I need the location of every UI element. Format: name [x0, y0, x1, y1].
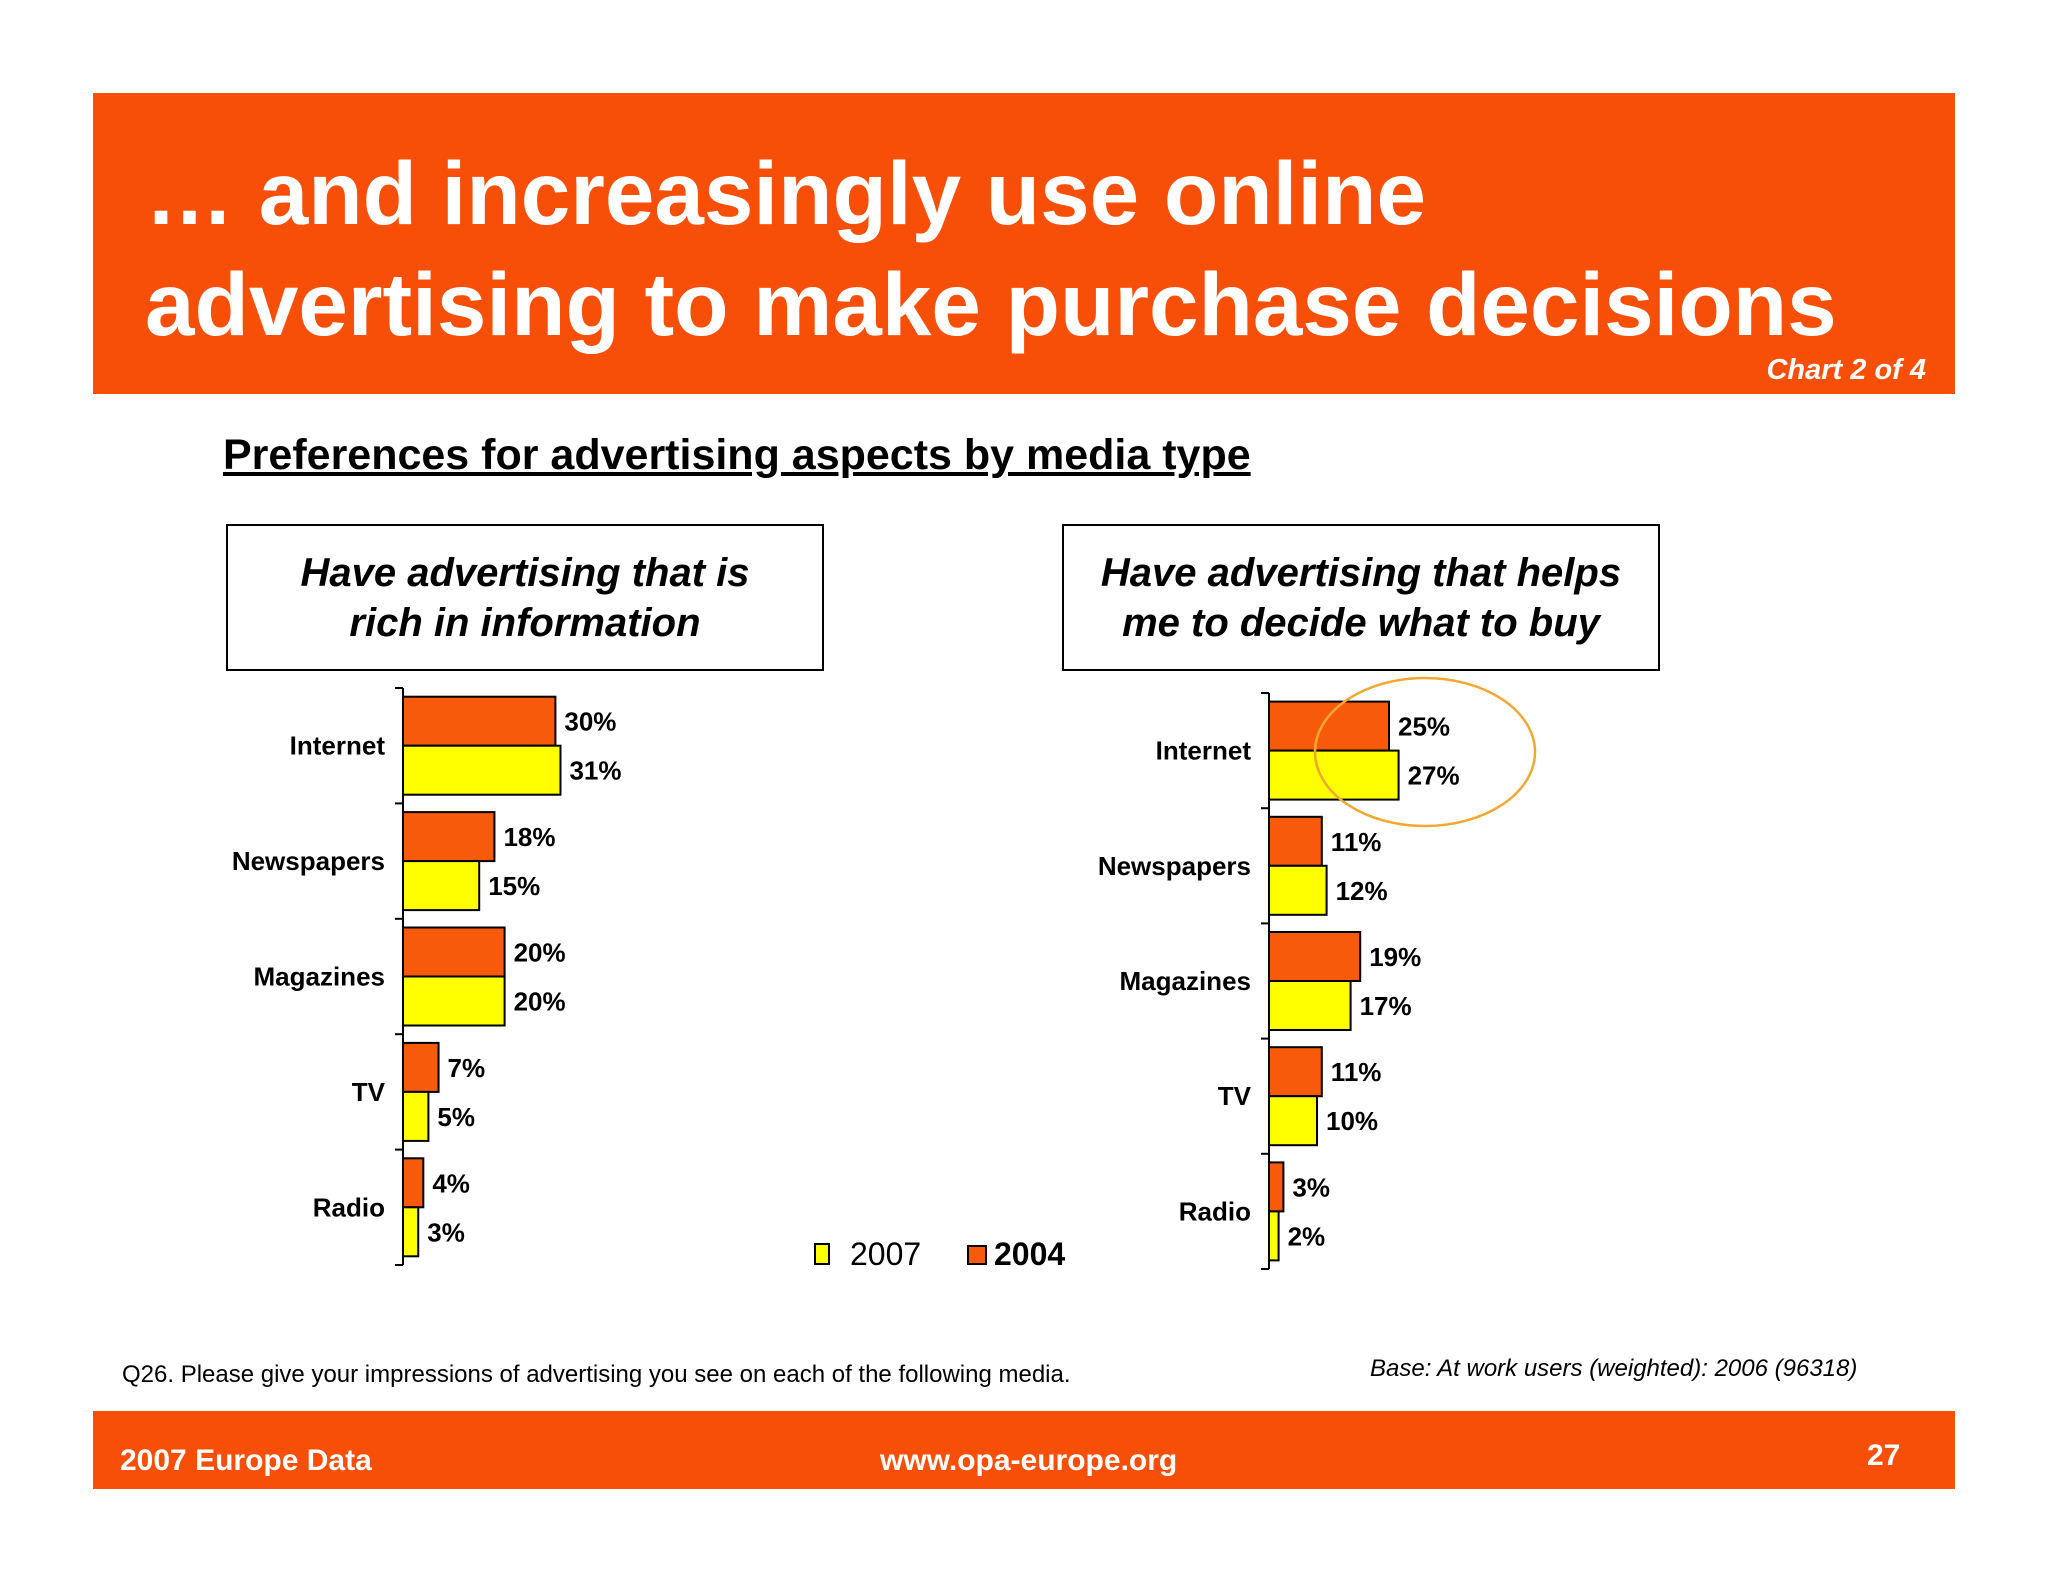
chart2-category-label-tv: TV — [1218, 1081, 1252, 1111]
chart1-label-2007-magazines: 20% — [514, 987, 566, 1017]
chart1-label-2004-internet: 30% — [564, 707, 616, 737]
slide-title-line2: advertising to make purchase decisions — [145, 254, 1837, 354]
chart1-category-label-newspapers: Newspapers — [232, 846, 385, 876]
slide-title: … and increasingly use online advertisin… — [145, 138, 1945, 360]
base-note: Base: At work users (weighted): 2006 (96… — [1370, 1355, 1858, 1382]
title-band — [93, 93, 1955, 394]
chart1-category-label-tv: TV — [352, 1077, 386, 1107]
chart1-bar-2004-tv — [402, 1041, 440, 1093]
page-number: 27 — [1867, 1439, 1901, 1472]
right-panel-title-line1: Have advertising that helps — [1100, 550, 1622, 595]
chart2-category-label-newspapers: Newspapers — [1098, 851, 1251, 881]
left-panel-title-line2: rich in information — [349, 600, 701, 645]
chart1-bar-2007-internet — [402, 744, 562, 796]
right-panel-title-line2: me to decide what to buy — [1122, 600, 1600, 645]
chart2-bar-2004-internet — [1268, 700, 1390, 752]
chart1-category-label-magazines: Magazines — [254, 962, 386, 992]
chart1-bar-2004-radio — [402, 1157, 425, 1209]
chart2-category-label-internet: Internet — [1156, 736, 1252, 766]
chart2-label-2007-magazines: 17% — [1360, 991, 1412, 1021]
chart1-bar-2004-newspapers — [402, 811, 496, 863]
chart2-label-2004-tv: 11% — [1331, 1057, 1382, 1087]
chart-count: Chart 2 of 4 — [1766, 354, 1926, 386]
chart1-label-2004-newspapers: 18% — [503, 822, 555, 852]
chart1-bar-2004-internet — [402, 695, 557, 747]
legend-label-2004: 2004 — [994, 1236, 1065, 1272]
chart1-bar-2007-magazines — [402, 975, 506, 1027]
chart2-label-2004-internet: 25% — [1398, 712, 1450, 742]
chart2-category-label-radio: Radio — [1179, 1196, 1251, 1226]
chart2-bar-2004-tv — [1268, 1046, 1323, 1098]
chart1-label-2004-tv: 7% — [448, 1053, 486, 1083]
chart1-label-2004-magazines: 20% — [514, 938, 566, 968]
chart2-bar-2007-internet — [1268, 749, 1400, 801]
chart2-bar-2004-radio — [1268, 1161, 1285, 1213]
chart1-label-2007-radio: 3% — [427, 1217, 465, 1247]
chart2-label-2004-newspapers: 11% — [1331, 827, 1382, 857]
chart1-label-2004-radio: 4% — [432, 1168, 470, 1198]
chart1-bar-2007-newspapers — [402, 860, 481, 912]
chart2-label-2004-radio: 3% — [1292, 1172, 1330, 1202]
internet-highlight-circle — [1313, 676, 1537, 828]
chart2-category-label-magazines: Magazines — [1120, 966, 1252, 996]
chart1-label-2007-internet: 31% — [569, 756, 621, 786]
question-note: Q26. Please give your impressions of adv… — [122, 1361, 1071, 1388]
chart1-bar-2007-tv — [402, 1090, 430, 1142]
chart2-label-2007-tv: 10% — [1326, 1106, 1378, 1136]
chart1-bar-2004-magazines — [402, 926, 506, 978]
chart2-bar-2007-magazines — [1268, 980, 1352, 1031]
chart2-bar-2007-tv — [1268, 1095, 1318, 1147]
footer-band — [93, 1411, 1955, 1489]
chart2-bar-2007-radio — [1268, 1210, 1280, 1262]
footer-url: www.opa-europe.org — [880, 1444, 1178, 1477]
left-panel-title-line1: Have advertising that is — [300, 550, 750, 595]
chart-subtitle: Preferences for advertising aspects by m… — [223, 431, 1251, 479]
footer-left-text: 2007 Europe Data — [120, 1444, 372, 1477]
chart2-label-2007-radio: 2% — [1288, 1221, 1326, 1251]
slide-title-line1: … and increasingly use online — [145, 143, 1426, 243]
chart1-category-label-radio: Radio — [313, 1192, 385, 1222]
legend-label-2007: 2007 — [850, 1236, 921, 1272]
chart1-bar-2007-radio — [402, 1206, 420, 1258]
legend-swatch-2004 — [967, 1245, 987, 1265]
chart1-label-2007-tv: 5% — [437, 1102, 475, 1132]
chart2-bar-2007-newspapers — [1268, 864, 1328, 916]
chart2-label-2007-newspapers: 12% — [1336, 876, 1388, 906]
chart2-label-2004-magazines: 19% — [1369, 942, 1421, 972]
legend-swatch-2007 — [814, 1243, 830, 1265]
chart1-label-2007-newspapers: 15% — [488, 871, 540, 901]
chart2-bar-2004-magazines — [1268, 931, 1362, 982]
chart2-bar-2004-newspapers — [1268, 815, 1323, 867]
right-panel-title: Have advertising that helps me to decide… — [1062, 524, 1660, 671]
chart2-label-2007-internet: 27% — [1408, 761, 1460, 791]
chart1-category-label-internet: Internet — [290, 731, 386, 761]
left-panel-title: Have advertising that is rich in informa… — [226, 524, 824, 671]
